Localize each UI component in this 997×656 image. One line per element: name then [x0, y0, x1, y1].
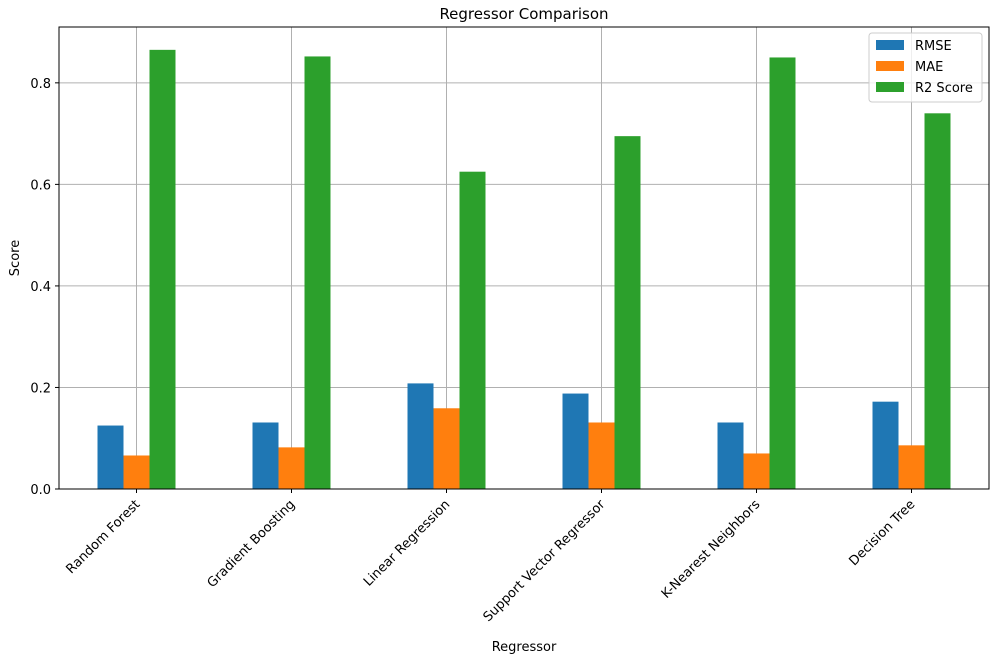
x-tick-label: Gradient Boosting [205, 497, 299, 591]
bar-mae [433, 408, 460, 489]
legend: RMSE MAE R2 Score [868, 32, 983, 103]
x-axis-label: Regressor [492, 640, 557, 655]
bar-r2-score [304, 56, 331, 489]
bar-rmse [252, 422, 279, 489]
y-tick-label: 0.2 [30, 381, 51, 396]
legend-label: R2 Score [915, 81, 973, 96]
legend-label: RMSE [915, 39, 952, 54]
bar-rmse [562, 393, 589, 489]
bar-mae [278, 447, 305, 489]
bars-group [97, 49, 951, 490]
bar-rmse [717, 422, 744, 489]
y-axis-ticks: 0.0 0.2 0.4 0.6 0.8 [30, 77, 59, 498]
grid-lines [59, 27, 989, 490]
bar-mae [123, 455, 150, 489]
bar-mae [743, 453, 770, 489]
y-tick-label: 0.4 [30, 280, 51, 295]
legend-label: MAE [915, 60, 943, 75]
y-axis-label: Score [8, 240, 23, 276]
legend-swatch [876, 61, 904, 71]
legend-swatch [876, 82, 904, 92]
x-tick-label: Decision Tree [847, 497, 919, 569]
axes-frame [58, 26, 990, 490]
bar-r2-score [614, 136, 641, 489]
bar-rmse [97, 425, 124, 489]
y-tick-label: 0.8 [30, 77, 51, 92]
bar-r2-score [149, 49, 176, 489]
bar-r2-score [769, 57, 796, 489]
x-tick-label: Linear Regression [361, 497, 453, 589]
legend-swatch [876, 40, 904, 50]
x-tick-label: Random Forest [64, 497, 144, 577]
chart-title: Regressor Comparison [439, 5, 608, 23]
bar-rmse [407, 383, 434, 489]
bar-r2-score [459, 171, 486, 489]
bar-mae [588, 422, 615, 489]
x-tick-label: Support Vector Regressor [481, 497, 609, 625]
bar-rmse [872, 401, 899, 489]
x-axis-ticks: Random Forest Gradient Boosting Linear Reg… [64, 489, 919, 625]
y-tick-label: 0.0 [30, 483, 51, 498]
bar-r2-score [924, 113, 951, 490]
bar-mae [898, 445, 925, 489]
x-tick-label: K-Nearest Neighbors [659, 497, 764, 602]
y-tick-label: 0.6 [30, 178, 51, 193]
